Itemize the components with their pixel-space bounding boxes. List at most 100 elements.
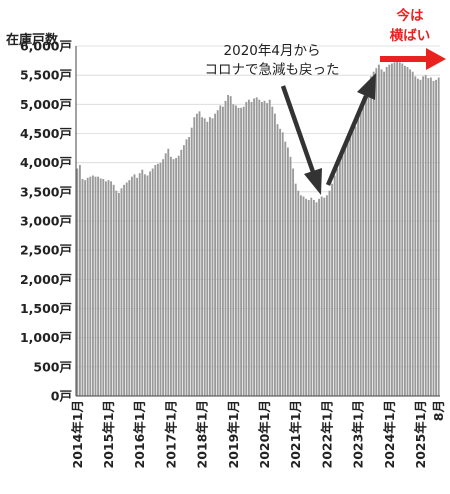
bar bbox=[396, 61, 399, 397]
bar bbox=[151, 168, 154, 396]
bar bbox=[299, 195, 302, 396]
bar bbox=[138, 173, 141, 396]
bar bbox=[237, 107, 240, 396]
bar bbox=[175, 158, 178, 396]
bars bbox=[76, 61, 440, 397]
bar bbox=[266, 103, 269, 397]
bar bbox=[120, 188, 123, 396]
bar bbox=[268, 99, 271, 397]
bar bbox=[401, 63, 404, 396]
bar bbox=[242, 106, 245, 397]
bar bbox=[385, 67, 388, 396]
bar bbox=[206, 121, 209, 396]
bar bbox=[338, 160, 341, 396]
bar bbox=[406, 67, 409, 396]
annotation-covid-line2: コロナで急減も戻った bbox=[205, 61, 340, 78]
y-tick-label: 4,500戸 bbox=[20, 126, 72, 141]
bar bbox=[159, 162, 162, 396]
bar bbox=[172, 159, 175, 396]
bar bbox=[130, 176, 133, 396]
arrow-down-icon bbox=[280, 85, 322, 195]
bar bbox=[208, 117, 211, 397]
bar bbox=[128, 180, 131, 396]
bar bbox=[416, 78, 419, 397]
bar bbox=[279, 128, 282, 396]
bar bbox=[167, 148, 170, 396]
y-tick-label: 5,500戸 bbox=[20, 68, 72, 83]
x-tick-label: 2020年1月 bbox=[257, 400, 272, 469]
bar bbox=[247, 99, 250, 397]
bar bbox=[201, 117, 204, 397]
bar bbox=[357, 116, 360, 396]
bar bbox=[146, 175, 149, 396]
bar bbox=[232, 104, 235, 396]
bar bbox=[315, 202, 318, 396]
x-tick-label: 2025年1月 bbox=[413, 400, 428, 469]
bar bbox=[294, 183, 297, 396]
bar bbox=[375, 68, 378, 397]
bar bbox=[177, 155, 180, 396]
bar bbox=[349, 135, 352, 396]
arrow-up-icon bbox=[325, 73, 376, 186]
bar bbox=[383, 71, 386, 397]
bar bbox=[115, 190, 118, 396]
bar bbox=[367, 82, 370, 397]
bar bbox=[133, 174, 136, 396]
y-tick-label: 2,000戸 bbox=[20, 272, 72, 287]
bar bbox=[125, 182, 128, 396]
bar bbox=[312, 200, 315, 396]
bar bbox=[258, 99, 261, 397]
bar bbox=[227, 95, 230, 396]
bar bbox=[398, 62, 401, 396]
bar bbox=[190, 127, 193, 397]
bar bbox=[320, 196, 323, 396]
annotation-flat-line1: 今は bbox=[397, 7, 424, 24]
bar bbox=[390, 63, 393, 396]
bar bbox=[169, 156, 172, 396]
x-tick-label: 2019年1月 bbox=[226, 400, 241, 469]
bar bbox=[154, 165, 157, 396]
bar bbox=[112, 184, 115, 396]
bar bbox=[164, 153, 167, 396]
bar bbox=[89, 176, 92, 396]
bar bbox=[94, 176, 97, 396]
x-tick-label: 2016年1月 bbox=[132, 400, 147, 469]
gridlines bbox=[76, 45, 440, 368]
x-tick-label: 2014年1月 bbox=[70, 400, 85, 469]
bar bbox=[221, 106, 224, 397]
bar bbox=[346, 140, 349, 396]
bar bbox=[224, 100, 227, 396]
bar bbox=[141, 169, 144, 396]
bar bbox=[437, 77, 440, 396]
bar bbox=[411, 71, 414, 397]
bar bbox=[435, 79, 438, 396]
bar bbox=[281, 132, 284, 396]
bar bbox=[102, 179, 105, 396]
bar bbox=[91, 175, 94, 396]
bar bbox=[86, 177, 89, 396]
y-tick-label: 3,000戸 bbox=[20, 214, 72, 229]
bar bbox=[253, 98, 256, 396]
bar bbox=[185, 139, 188, 396]
y-tick-label: 6,000戸 bbox=[20, 39, 72, 54]
bar bbox=[429, 77, 432, 396]
y-tick-label: 3,500戸 bbox=[20, 184, 72, 199]
bar bbox=[211, 118, 214, 396]
bar bbox=[284, 141, 287, 396]
bar bbox=[333, 175, 336, 396]
x-axis-ticks: 2014年1月 2015年1月 2016年1月 2017年1月 2018年1月 2019年… bbox=[70, 400, 446, 469]
x-tick-label: 8月 bbox=[431, 400, 446, 421]
y-axis-ticks: 0戸 500戸 1,000戸 1,500戸 2,000戸 2,500戸 3,000戸 3,50… bbox=[20, 39, 72, 404]
bar bbox=[255, 97, 258, 396]
bar bbox=[372, 71, 375, 397]
bar bbox=[297, 190, 300, 396]
bar bbox=[403, 65, 406, 396]
bar bbox=[273, 113, 276, 397]
bar bbox=[351, 130, 354, 396]
bar bbox=[286, 147, 289, 396]
bar bbox=[260, 102, 263, 396]
bar bbox=[78, 165, 81, 396]
bar bbox=[409, 69, 412, 396]
bar bbox=[149, 171, 152, 396]
bar bbox=[323, 197, 326, 396]
